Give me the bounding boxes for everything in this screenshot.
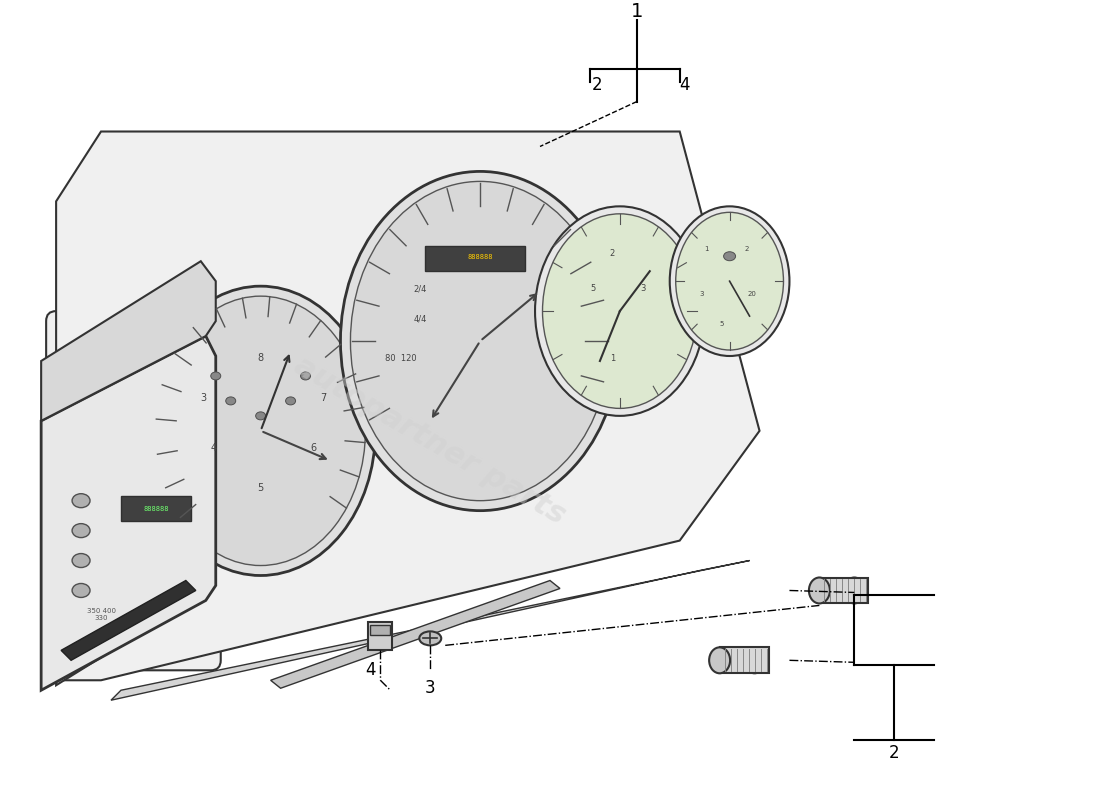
Text: 4: 4 <box>680 76 690 94</box>
Text: 1: 1 <box>630 2 644 22</box>
Ellipse shape <box>351 182 609 501</box>
Text: 3: 3 <box>640 284 646 293</box>
Ellipse shape <box>73 494 90 508</box>
Polygon shape <box>111 561 749 700</box>
Ellipse shape <box>844 578 865 603</box>
Ellipse shape <box>710 647 730 674</box>
Polygon shape <box>41 336 216 690</box>
Ellipse shape <box>808 578 829 603</box>
Ellipse shape <box>73 583 90 598</box>
Text: 5: 5 <box>257 482 264 493</box>
Polygon shape <box>371 626 390 635</box>
Text: 20: 20 <box>748 291 757 297</box>
Ellipse shape <box>156 296 365 566</box>
Ellipse shape <box>542 214 697 408</box>
Text: 4: 4 <box>365 662 376 679</box>
Text: 5: 5 <box>590 284 595 293</box>
Ellipse shape <box>286 397 296 405</box>
Polygon shape <box>820 578 868 603</box>
Text: 8: 8 <box>257 353 264 363</box>
Ellipse shape <box>211 372 221 380</box>
Text: 2: 2 <box>609 250 615 258</box>
Text: 7: 7 <box>320 393 327 403</box>
Ellipse shape <box>73 524 90 538</box>
Ellipse shape <box>724 252 736 261</box>
Ellipse shape <box>419 631 441 646</box>
Text: 1: 1 <box>609 354 615 363</box>
Polygon shape <box>56 331 211 686</box>
Polygon shape <box>41 262 216 421</box>
Polygon shape <box>271 581 560 688</box>
Text: 5: 5 <box>719 321 724 327</box>
Bar <box>426 246 525 271</box>
Ellipse shape <box>744 647 764 674</box>
Ellipse shape <box>226 397 235 405</box>
Ellipse shape <box>146 286 375 575</box>
Polygon shape <box>719 647 769 674</box>
Text: 3: 3 <box>201 393 207 403</box>
Text: 888888: 888888 <box>143 506 168 512</box>
Text: 2/4: 2/4 <box>414 284 427 293</box>
Ellipse shape <box>535 206 705 416</box>
Ellipse shape <box>73 554 90 567</box>
Text: 2: 2 <box>745 246 749 252</box>
Ellipse shape <box>255 412 265 420</box>
Text: 3: 3 <box>425 679 436 698</box>
Text: 888888: 888888 <box>468 254 493 260</box>
Text: 1: 1 <box>705 246 710 252</box>
Polygon shape <box>56 131 759 680</box>
Text: 6: 6 <box>310 442 317 453</box>
Text: autopartner parts: autopartner parts <box>289 351 571 530</box>
Text: 2: 2 <box>592 76 602 94</box>
Text: 4/4: 4/4 <box>414 314 427 323</box>
Ellipse shape <box>675 212 783 350</box>
Text: 3: 3 <box>700 291 704 297</box>
Ellipse shape <box>341 171 619 510</box>
Text: 80  120: 80 120 <box>385 354 416 363</box>
Text: 4: 4 <box>211 442 217 453</box>
Polygon shape <box>368 622 393 650</box>
FancyBboxPatch shape <box>46 311 221 670</box>
Text: 350 400
330: 350 400 330 <box>87 609 116 622</box>
Ellipse shape <box>670 206 790 356</box>
Text: 2: 2 <box>889 744 900 762</box>
Bar <box>121 496 190 521</box>
Ellipse shape <box>300 372 310 380</box>
Polygon shape <box>62 581 196 660</box>
